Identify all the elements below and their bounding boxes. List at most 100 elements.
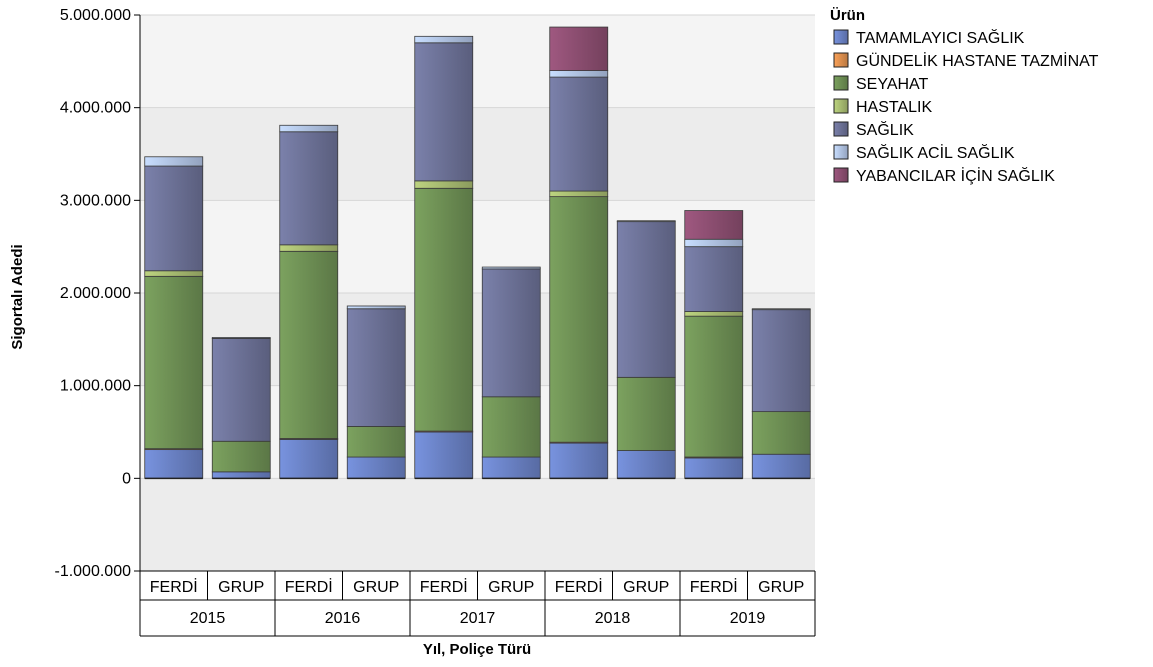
bar-segment-sağlik <box>684 246 744 312</box>
bar-stack-2018-grup <box>616 220 676 480</box>
legend-item: HASTALIK <box>833 98 933 116</box>
bar-segment-sağlik <box>414 42 474 182</box>
x-axis: FERDİ GRUP FERDİ GRUP FERDİ GRUP FERDİ GRUP FERD… <box>139 570 816 637</box>
y-axis-title: Sigortalı Adedi <box>9 244 26 349</box>
legend-item: TAMAMLAYICI SAĞLIK <box>833 28 1025 47</box>
bar-segment-tamamlayici-sağlik <box>414 431 474 479</box>
legend-label: GÜNDELİK HASTANE TAZMİNAT <box>856 51 1099 70</box>
bar-segment-tamamlayici-sağlik <box>684 457 744 479</box>
bar-segment-sağlik <box>549 76 609 192</box>
bar-stack-2016-ferdi̇ <box>279 124 339 480</box>
bar-segment-sağlik-aci̇l-sağlik <box>616 220 676 223</box>
bar-segment-sağlik-aci̇l-sağlik <box>211 337 271 339</box>
legend-item: YABANCILAR İÇİN SAĞLIK <box>833 166 1055 185</box>
x-group-label: 2016 <box>325 610 361 627</box>
legend-label: YABANCILAR İÇİN SAĞLIK <box>856 166 1055 185</box>
bar-segment-sağlik <box>144 165 204 272</box>
bar-stack-2016-grup <box>346 305 406 480</box>
bar-segment-tamamlayici-sağlik <box>616 450 676 479</box>
bar-segment-seyahat <box>549 196 609 443</box>
y-tick-label: 4.000.000 <box>60 100 131 117</box>
x-tick-label: GRUP <box>758 579 804 596</box>
bar-segment-tamamlayici-sağlik <box>279 439 339 479</box>
y-tick-label: 1.000.000 <box>60 378 131 395</box>
legend: Ürün TAMAMLAYICI SAĞLIK GÜNDELİK HASTANE … <box>830 7 1099 185</box>
legend-label: TAMAMLAYICI SAĞLIK <box>856 28 1025 47</box>
y-axis: 5.000.000 4.000.000 3.000.000 2.000.000 1.00… <box>54 7 141 580</box>
legend-swatch <box>833 52 849 68</box>
y-tick-label: -1.000.000 <box>54 563 131 580</box>
bar-segment-sağlik <box>346 308 406 427</box>
legend-swatch <box>833 121 849 137</box>
bar-segment-sağlik <box>211 338 271 442</box>
legend-swatch <box>833 75 849 91</box>
x-tick-label: GRUP <box>623 579 669 596</box>
bar-stack-2018-ferdi̇ <box>549 26 609 480</box>
bar-segment-sağlik-aci̇l-sağlik <box>346 305 406 310</box>
bar-stack-2019-ferdi̇ <box>684 210 744 480</box>
bar-segment-sağlik-aci̇l-sağlik <box>684 238 744 248</box>
bar-segment-sağlik-aci̇l-sağlik <box>279 124 339 133</box>
legend-swatch <box>833 167 849 183</box>
x-group-label: 2017 <box>460 610 496 627</box>
bar-segment-seyahat <box>616 376 676 451</box>
bar-segment-tamamlayici-sağlik <box>144 449 204 479</box>
bar-segment-sağlik-aci̇l-sağlik <box>549 70 609 78</box>
legend-label: SEYAHAT <box>856 76 929 93</box>
bar-segment-sağlik-aci̇l-sağlik <box>414 35 474 44</box>
bar-segment-seyahat <box>144 275 204 450</box>
y-tick-label: 2.000.000 <box>60 285 131 302</box>
legend-item: GÜNDELİK HASTANE TAZMİNAT <box>833 51 1099 70</box>
bar-stack-2017-grup <box>481 266 541 480</box>
bar-stack-2015-grup <box>211 337 271 480</box>
bar-segment-seyahat <box>279 250 339 439</box>
bar-segment-sağlik-aci̇l-sağlik <box>481 266 541 270</box>
x-axis-title: Yıl, Poliçe Türü <box>423 641 531 658</box>
x-group-label: 2018 <box>595 610 631 627</box>
bar-segment-seyahat <box>684 315 744 458</box>
legend-item: SEYAHAT <box>833 75 929 93</box>
legend-title: Ürün <box>830 7 865 24</box>
bar-stack-2017-ferdi̇ <box>414 35 474 480</box>
bar-segment-tamamlayici-sağlik <box>549 442 609 479</box>
legend-item: SAĞLIK <box>833 120 914 139</box>
x-tick-label: FERDİ <box>420 577 468 596</box>
bar-segment-yabancilar-i̇çi̇n-sağlik <box>684 210 744 240</box>
bar-segment-hastalik <box>414 180 474 189</box>
x-tick-label: FERDİ <box>555 577 603 596</box>
legend-label: SAĞLIK ACİL SAĞLIK <box>856 143 1015 162</box>
x-tick-label: GRUP <box>353 579 399 596</box>
x-tick-label: FERDİ <box>150 577 198 596</box>
bar-segment-tamamlayici-sağlik <box>481 456 541 479</box>
bar-segment-tamamlayici-sağlik <box>751 453 811 479</box>
x-tick-label: FERDİ <box>285 577 333 596</box>
y-tick-label: 0 <box>122 470 131 487</box>
bar-segment-hastalik <box>549 190 609 198</box>
bar-segment-sağlik-aci̇l-sağlik <box>144 156 204 167</box>
legend-label: HASTALIK <box>856 99 933 116</box>
x-group-label: 2019 <box>730 610 766 627</box>
bar-segment-sağlik <box>279 131 339 246</box>
bar-segment-seyahat <box>481 396 541 458</box>
bars <box>144 26 811 480</box>
legend-swatch <box>833 98 849 114</box>
bar-stack-2019-grup <box>751 308 811 480</box>
bar-segment-seyahat <box>751 411 811 455</box>
legend-item: SAĞLIK ACİL SAĞLIK <box>833 143 1015 162</box>
y-tick-label: 5.000.000 <box>60 7 131 24</box>
bar-segment-tamamlayici-sağlik <box>346 456 406 479</box>
bar-segment-sağlik <box>481 268 541 398</box>
bar-segment-tamamlayici-sağlik <box>211 471 271 479</box>
bar-segment-hastalik <box>684 311 744 317</box>
bar-segment-hastalik <box>279 244 339 252</box>
bar-segment-sağlik-aci̇l-sağlik <box>751 308 811 311</box>
grid-band <box>140 15 815 108</box>
bar-segment-seyahat <box>346 426 406 458</box>
legend-swatch <box>833 144 849 160</box>
x-group-label: 2015 <box>190 610 226 627</box>
bar-segment-sağlik <box>616 221 676 378</box>
bar-segment-sağlik <box>751 309 811 413</box>
legend-label: SAĞLIK <box>856 120 914 139</box>
bar-stack-2015-ferdi̇ <box>144 156 204 480</box>
